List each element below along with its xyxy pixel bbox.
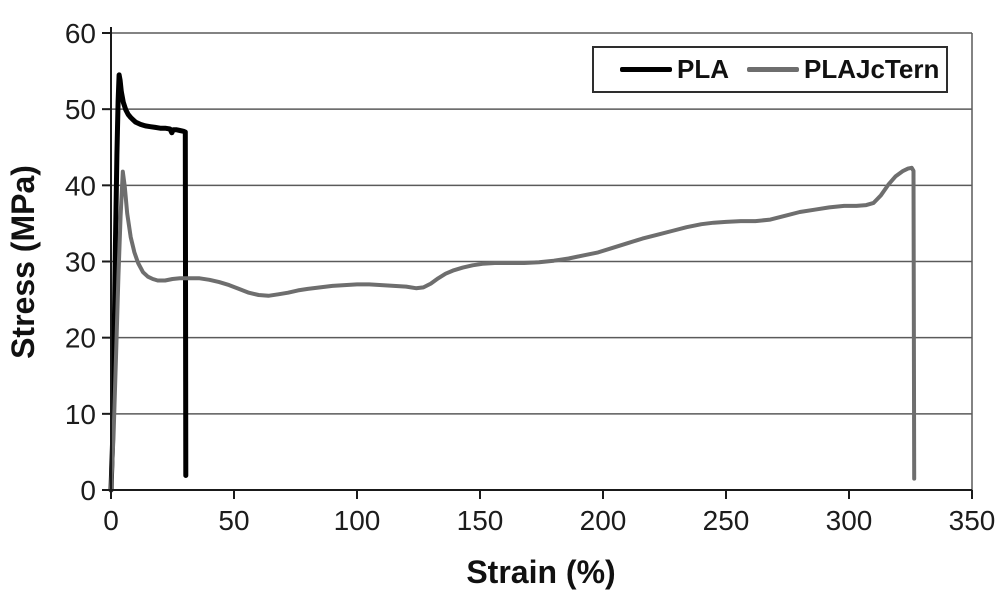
y-tick-label-40: 40 xyxy=(65,170,96,201)
legend-item-plajctern: PLAJcTern xyxy=(747,54,939,85)
x-axis-title: Strain (%) xyxy=(466,554,615,590)
legend-label-plajctern: PLAJcTern xyxy=(804,54,940,84)
y-tick-label-10: 10 xyxy=(65,399,96,430)
x-tick-label-350: 350 xyxy=(949,505,996,536)
y-tick-label-50: 50 xyxy=(65,94,96,125)
series-lines xyxy=(108,72,917,493)
legend-label-pla: PLA xyxy=(677,54,729,84)
x-tick-label-250: 250 xyxy=(703,505,750,536)
y-tick-label-0: 0 xyxy=(80,475,96,506)
y-tick-label-30: 30 xyxy=(65,247,96,278)
tick-labels: 0 10 20 30 40 50 60 0 50 100 150 200 250 300 350 xyxy=(65,18,996,536)
y-tick-label-60: 60 xyxy=(65,18,96,49)
plajctern-curve xyxy=(109,165,917,492)
legend-item-pla: PLA xyxy=(620,54,729,85)
x-tick-label-100: 100 xyxy=(334,505,381,536)
x-tick-label-200: 200 xyxy=(580,505,627,536)
legend: PLA PLAJcTern xyxy=(592,46,948,93)
x-tick-label-300: 300 xyxy=(826,505,873,536)
pla-curve xyxy=(108,72,189,493)
y-axis-title: Stress (MPa) xyxy=(5,165,41,359)
x-tick-label-0: 0 xyxy=(103,505,119,536)
y-tick-label-20: 20 xyxy=(65,323,96,354)
plajctern-line-sample xyxy=(747,67,799,72)
x-tick-label-150: 150 xyxy=(457,505,504,536)
x-tick-label-50: 50 xyxy=(218,505,249,536)
pla-line-sample xyxy=(620,67,672,72)
axes xyxy=(102,27,973,499)
